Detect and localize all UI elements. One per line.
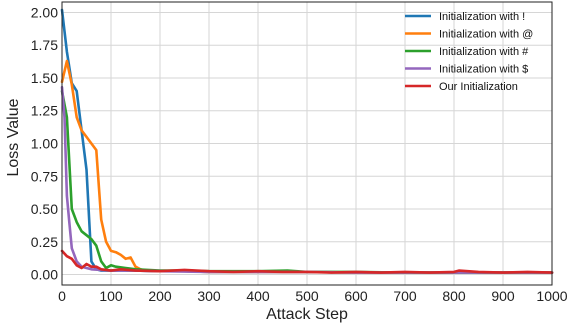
x-tick-label: 700 xyxy=(393,288,417,304)
legend-label-3: Initialization with $ xyxy=(439,64,528,76)
x-tick-label: 500 xyxy=(295,288,319,304)
y-tick-label: 0.00 xyxy=(31,267,58,283)
y-tick-label: 1.00 xyxy=(31,136,58,152)
y-tick-label: 0.75 xyxy=(31,168,58,184)
grid xyxy=(61,2,553,285)
x-axis-title: Attack Step xyxy=(266,306,348,323)
y-tick-label: 1.25 xyxy=(31,103,58,119)
y-tick-label: 0.50 xyxy=(31,201,58,217)
x-tick-label: 100 xyxy=(99,288,123,304)
x-tick-label: 900 xyxy=(491,288,515,304)
series-lines xyxy=(60,8,554,274)
y-tick-label: 1.50 xyxy=(31,70,58,86)
y-tick-labels: 0.00 0.25 0.50 0.75 1.00 1.25 1.50 1.75 2.00 xyxy=(31,4,58,282)
x-tick-label: 800 xyxy=(442,288,466,304)
y-tick-label: 1.75 xyxy=(31,37,58,53)
x-tick-label: 400 xyxy=(246,288,270,304)
legend-label-1: Initialization with @ xyxy=(439,29,533,41)
y-tick-label: 0.25 xyxy=(31,234,58,250)
y-tick-label: 2.00 xyxy=(31,4,58,20)
legend-label-2: Initialization with # xyxy=(439,46,529,58)
x-tick-label: 300 xyxy=(197,288,221,304)
plot-frame xyxy=(61,1,553,286)
y-axis-title: Loss Value xyxy=(5,98,22,176)
x-tick-label: 600 xyxy=(344,288,368,304)
x-tick-labels: 0 100 200 300 400 500 600 700 800 900 1000 xyxy=(58,288,568,304)
x-tick-label: 200 xyxy=(148,288,172,304)
series-line-4 xyxy=(60,249,554,274)
legend: Initialization with ! Initialization with… xyxy=(405,11,533,93)
legend-label-0: Initialization with ! xyxy=(439,11,525,23)
x-tick-label: 0 xyxy=(58,288,66,304)
legend-label-4: Our Initialization xyxy=(439,81,518,93)
x-tick-label: 1000 xyxy=(536,288,567,304)
